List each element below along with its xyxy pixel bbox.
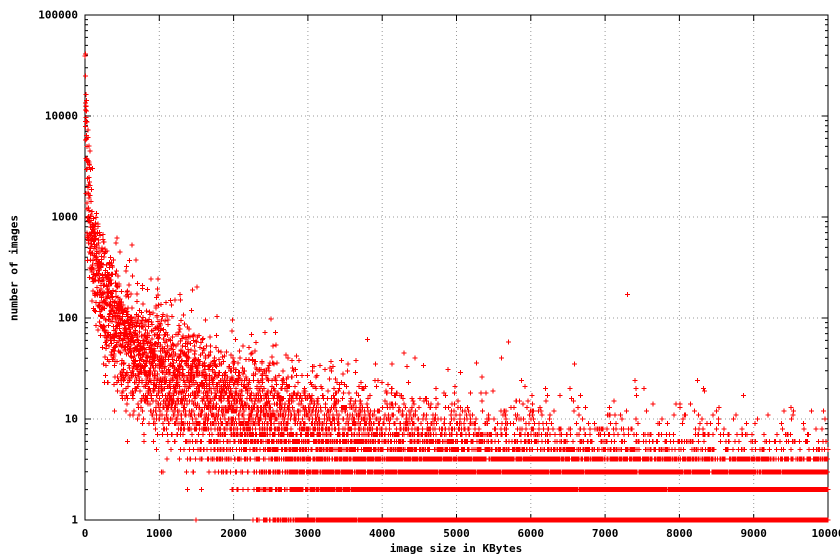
- y-tick-label: 100000: [38, 8, 78, 22]
- gridlines: [84, 14, 829, 521]
- x-tick-label: 0: [81, 527, 89, 540]
- y-tick-label: 1: [71, 513, 78, 527]
- y-axis-title: number of images: [7, 215, 21, 321]
- x-tick-label: 1000: [146, 527, 173, 540]
- x-tick-label: 6000: [517, 527, 545, 540]
- x-tick-label: 4000: [368, 527, 396, 540]
- y-tick-label: 10: [64, 412, 78, 426]
- x-tick-label: 5000: [443, 527, 470, 540]
- x-axis-title: image size in KBytes: [389, 542, 523, 555]
- y-tick-label: 10000: [44, 109, 78, 123]
- x-tick-label: 8000: [666, 527, 693, 540]
- y-tick-label: 100: [58, 311, 78, 325]
- x-tick-label: 9000: [740, 527, 767, 540]
- x-tick-label: 2000: [220, 527, 247, 540]
- data-points: [82, 51, 831, 523]
- x-tick-label: 3000: [294, 527, 322, 540]
- x-tick-label: 10000: [811, 527, 840, 540]
- y-tick-label: 1000: [51, 210, 79, 224]
- x-tick-label: 7000: [591, 527, 619, 540]
